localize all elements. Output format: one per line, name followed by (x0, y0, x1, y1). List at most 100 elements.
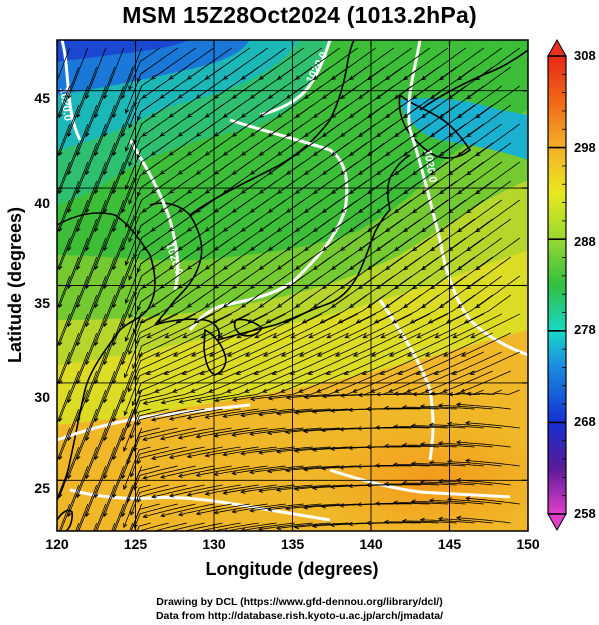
wind-streamline (250, 427, 304, 435)
wind-streamline (85, 237, 107, 289)
wind-streamline (411, 501, 466, 505)
coastlines (57, 40, 528, 531)
wind-streamline (212, 294, 259, 323)
wind-streamline (112, 180, 134, 232)
wind-streamline (453, 313, 502, 339)
wind-arrowhead (365, 482, 371, 488)
wind-arrowhead (430, 170, 436, 176)
wind-streamline (452, 351, 502, 375)
wind-arrowhead (177, 473, 184, 478)
wind-arrowhead (430, 94, 436, 100)
wind-streamline (112, 104, 134, 156)
wind-arrowhead (284, 468, 291, 473)
wind-arrowhead (375, 392, 381, 397)
wind-arrowhead (311, 409, 317, 414)
wind-arrowhead (150, 455, 157, 460)
wind-streamline (76, 332, 98, 384)
wind-streamline (232, 427, 286, 436)
wind-streamline (128, 161, 160, 204)
wind-arrowhead (401, 442, 407, 448)
wind-streamline (57, 427, 71, 462)
wind-arrowhead (131, 401, 136, 407)
wind-streamline (258, 408, 313, 416)
wind-arrowhead (430, 132, 436, 138)
wind-streamline (58, 408, 80, 460)
wind-arrowhead (50, 474, 53, 478)
wind-arrowhead (437, 516, 443, 522)
wind-arrowhead (421, 303, 427, 309)
wind-streamline (430, 66, 475, 99)
wind-arrowhead (298, 352, 305, 357)
wind-streamline (421, 199, 466, 232)
wind-streamline (442, 370, 493, 393)
wind-arrowhead (416, 334, 422, 339)
wind-streamline (57, 161, 71, 196)
wind-arrowhead (428, 498, 434, 503)
wind-arrowhead (475, 189, 481, 195)
wind-streamline (121, 313, 143, 365)
wind-streamline (67, 427, 89, 479)
wind-arrowhead (326, 334, 332, 339)
wind-streamline (112, 503, 125, 531)
wind-arrowhead (457, 265, 463, 271)
wind-streamline (67, 275, 89, 327)
wind-streamline (94, 142, 116, 194)
wind-arrowhead (410, 423, 416, 428)
lat-lon-grid (57, 40, 528, 531)
wind-arrowhead (223, 528, 228, 531)
wind-arrowhead (265, 319, 271, 324)
wind-streamline (457, 275, 502, 309)
wind-streamline (94, 66, 116, 118)
wind-streamline (374, 294, 421, 324)
wind-arrowhead (448, 170, 454, 176)
wind-streamline (439, 275, 484, 308)
wind-streamline (172, 370, 223, 393)
x-axis-label: Longitude (degrees) (205, 559, 378, 579)
colorbar-lower-arrow (547, 513, 567, 532)
wind-streamline (466, 256, 511, 290)
wind-arrowhead (50, 436, 53, 440)
wind-streamline (112, 66, 134, 118)
wind-streamline (226, 370, 277, 393)
wind-streamline (57, 313, 71, 348)
wind-arrowhead (195, 511, 201, 516)
wind-streamline (392, 294, 439, 324)
x-tick-label: 130 (202, 536, 226, 552)
wind-streamline (393, 426, 448, 429)
wind-arrowhead (236, 334, 242, 339)
wind-streamline (94, 180, 116, 232)
wind-arrowhead (347, 407, 353, 413)
wind-streamline (67, 313, 89, 365)
wind-arrowhead (127, 423, 132, 429)
wind-arrowhead (182, 334, 188, 339)
wind-arrowhead (86, 550, 89, 554)
wind-streamline (124, 370, 151, 416)
wind-streamline (421, 123, 466, 156)
wind-streamline (448, 180, 493, 214)
wind-streamline (127, 427, 160, 464)
wind-streamline (250, 465, 304, 473)
wind-streamline (208, 370, 259, 393)
wind-arrowhead (128, 313, 133, 319)
wind-arrowhead (391, 319, 397, 324)
wind-streamline (393, 464, 448, 467)
wind-arrowhead (424, 352, 431, 357)
wind-streamline (121, 389, 143, 441)
wind-streamline (402, 444, 457, 448)
wind-streamline (103, 47, 125, 99)
wind-arrowhead (168, 493, 175, 498)
wind-arrowhead (229, 319, 235, 324)
wind-arrowhead (285, 395, 291, 400)
wind-arrowhead (275, 411, 282, 416)
wind-streamline (196, 503, 250, 515)
wind-streamline (112, 332, 134, 384)
wind-arrowhead (293, 410, 299, 415)
wind-streamline (112, 142, 134, 194)
wind-streamline (475, 199, 520, 233)
wind-streamline (130, 503, 160, 531)
wind-streamline (286, 389, 340, 399)
colorbar-tick-label: 288 (574, 234, 596, 249)
wind-streamline (137, 446, 187, 464)
x-tick-label: 135 (281, 536, 305, 552)
